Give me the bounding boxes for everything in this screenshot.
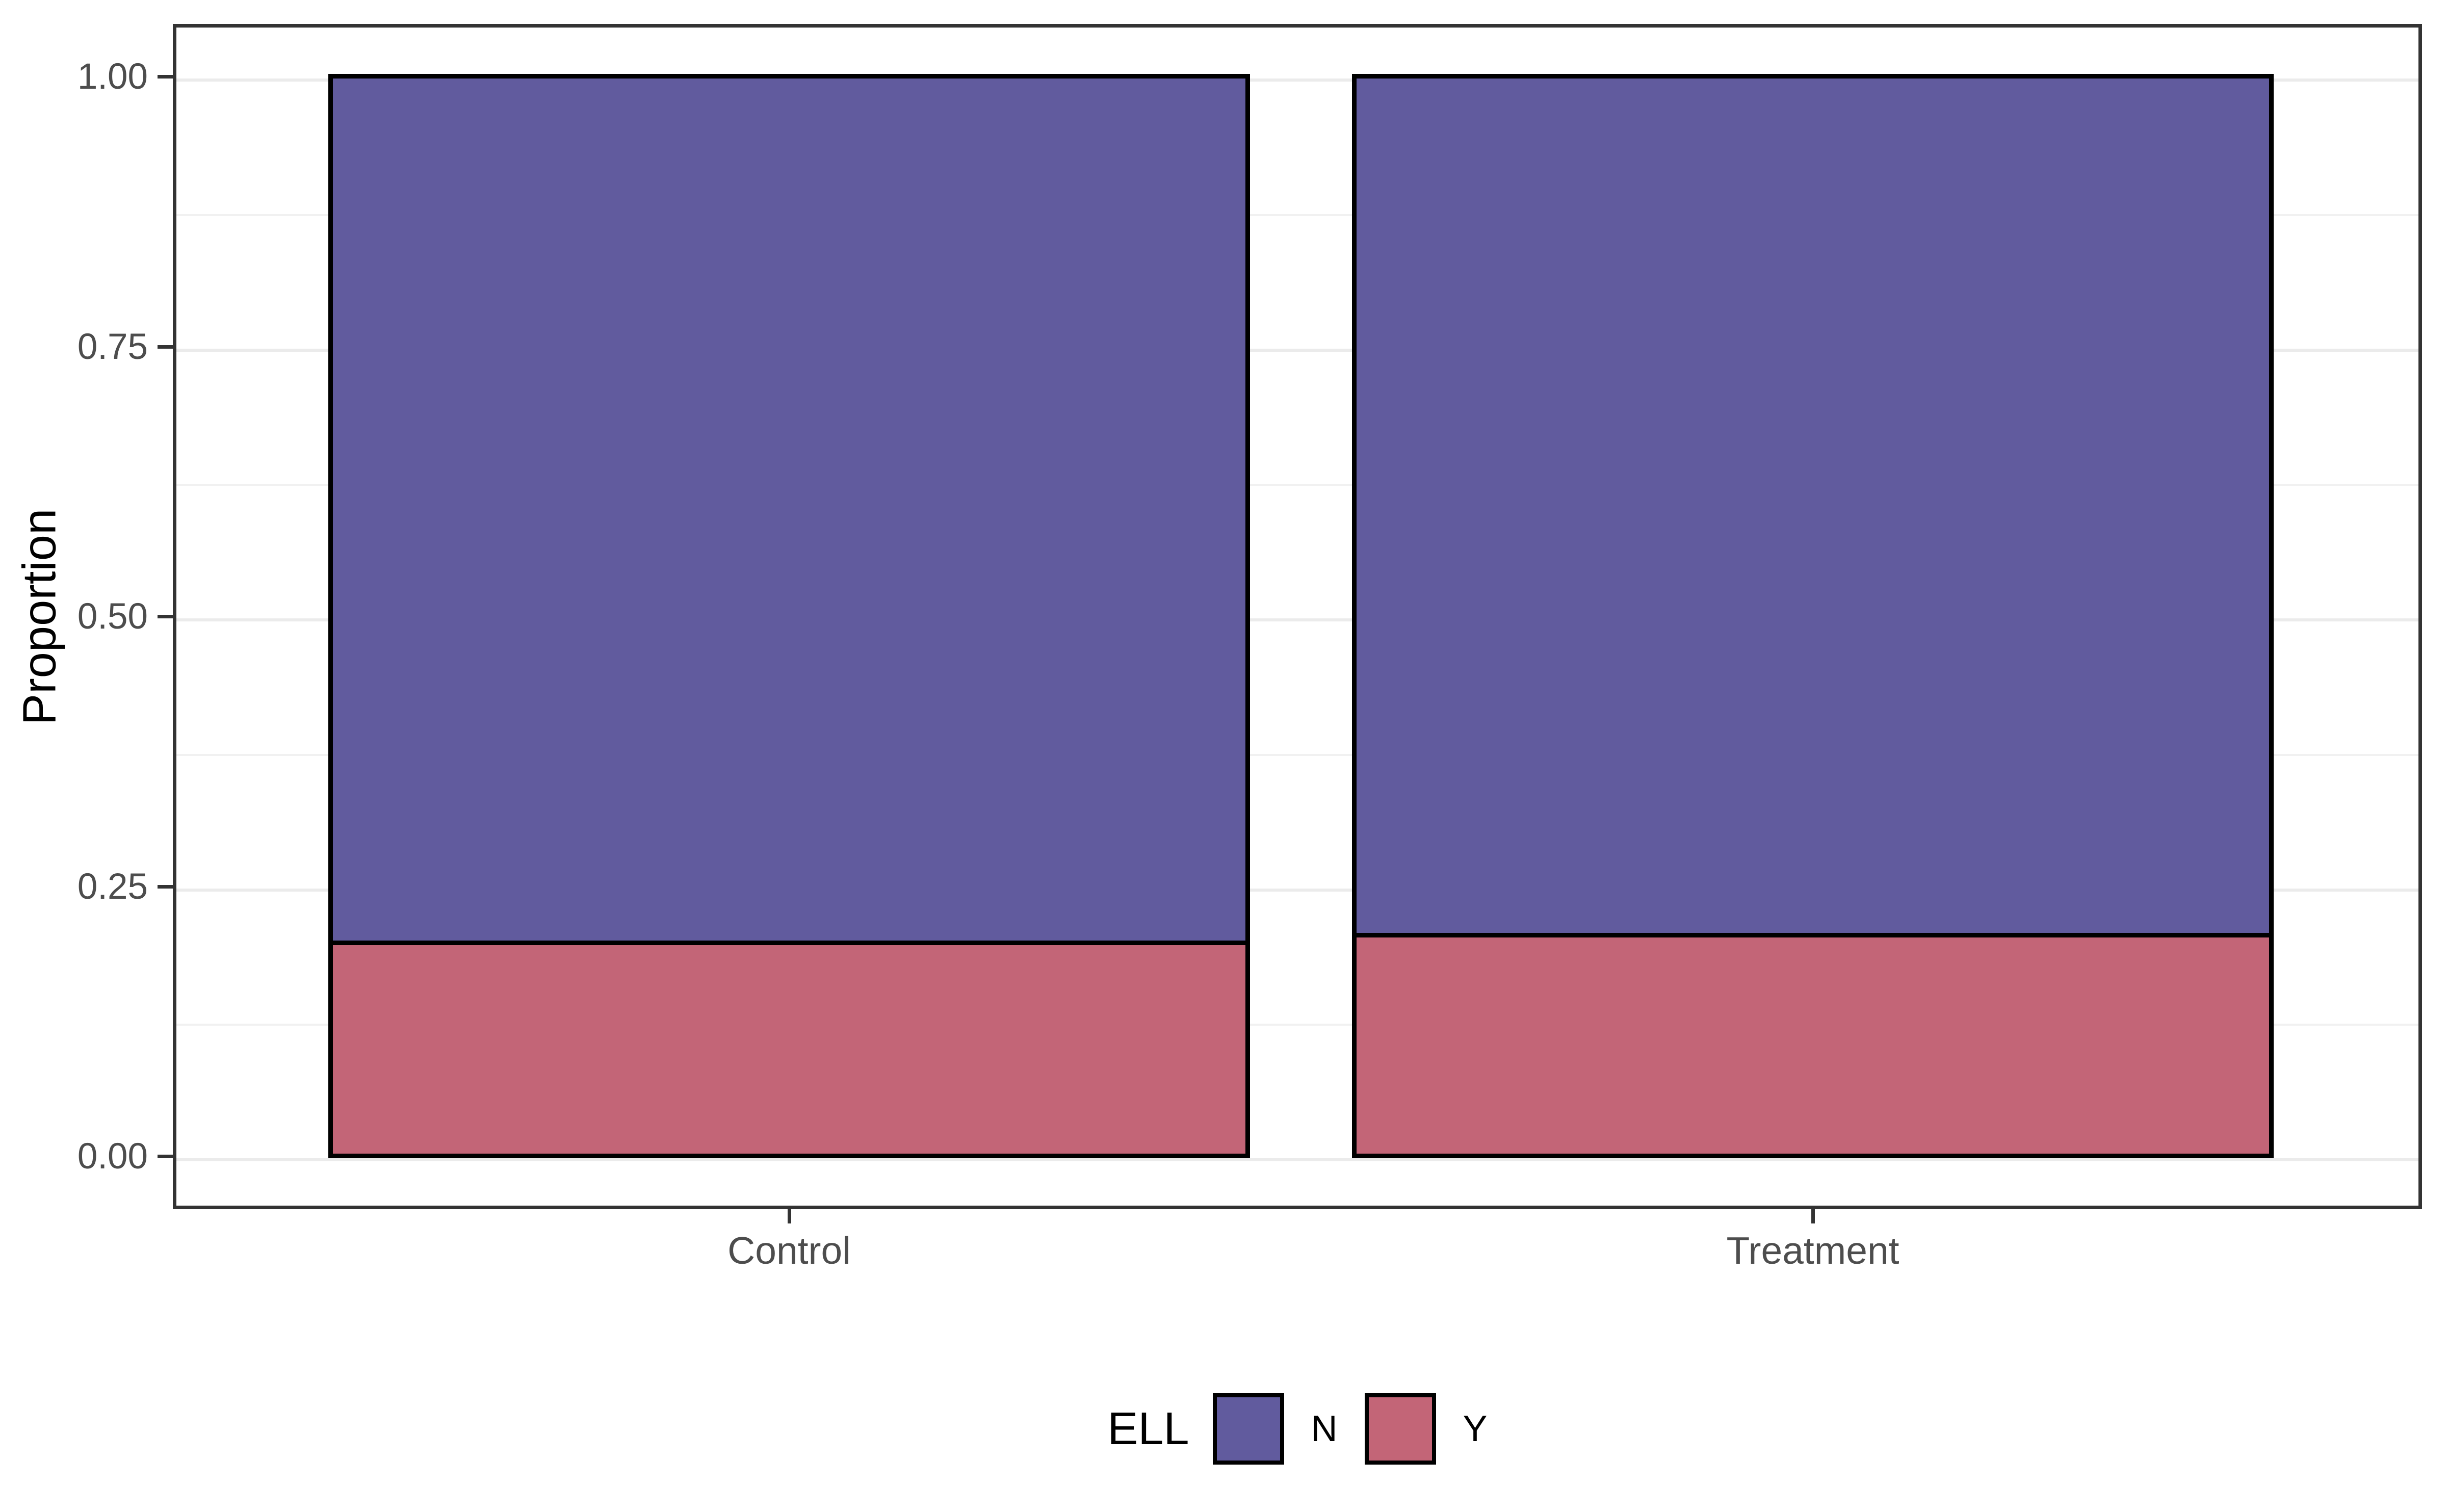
- bar-treatment: [1352, 74, 2274, 1158]
- bar-control: [328, 74, 1250, 1158]
- bar-segment-divider: [333, 940, 1245, 945]
- y-tick-mark: [158, 884, 173, 889]
- y-gridline-minor: [176, 484, 2418, 486]
- legend-label-n: N: [1311, 1409, 1338, 1449]
- legend-key-n: [1212, 1393, 1284, 1465]
- legend-key-y: [1364, 1393, 1436, 1465]
- y-gridline-minor: [176, 1024, 2418, 1026]
- y-tick-label: 0.50: [77, 596, 148, 637]
- bar-segment-y: [1357, 937, 2269, 1154]
- y-tick-mark: [158, 75, 173, 79]
- y-tick-label: 0.75: [77, 326, 148, 367]
- y-tick-label: 0.25: [77, 866, 148, 907]
- y-gridline-major: [176, 79, 2418, 82]
- bar-segment-y: [333, 945, 1245, 1154]
- legend-title: ELL: [1107, 1403, 1189, 1454]
- x-tick-mark: [788, 1209, 791, 1223]
- y-tick-label: 1.00: [77, 57, 148, 97]
- x-tick-label: Treatment: [1726, 1229, 1899, 1272]
- y-tick-mark: [158, 615, 173, 618]
- bar-segment-n: [333, 79, 1245, 941]
- x-tick-mark: [1811, 1209, 1815, 1223]
- y-gridline-minor: [176, 753, 2418, 756]
- y-gridline-major: [176, 618, 2418, 621]
- y-tick-mark: [158, 345, 173, 349]
- legend-label-y: Y: [1463, 1409, 1488, 1449]
- y-tick-label: 0.00: [77, 1136, 148, 1177]
- y-gridline-major: [176, 888, 2418, 892]
- y-gridline-major: [176, 1158, 2418, 1161]
- y-gridline-minor: [176, 214, 2418, 216]
- x-tick-label: Control: [727, 1229, 851, 1272]
- y-gridline-major: [176, 348, 2418, 352]
- y-tick-mark: [158, 1155, 173, 1158]
- bar-segment-divider: [1357, 932, 2269, 937]
- bar-segment-n: [1357, 79, 2269, 933]
- legend: ELL N Y: [173, 1393, 2422, 1465]
